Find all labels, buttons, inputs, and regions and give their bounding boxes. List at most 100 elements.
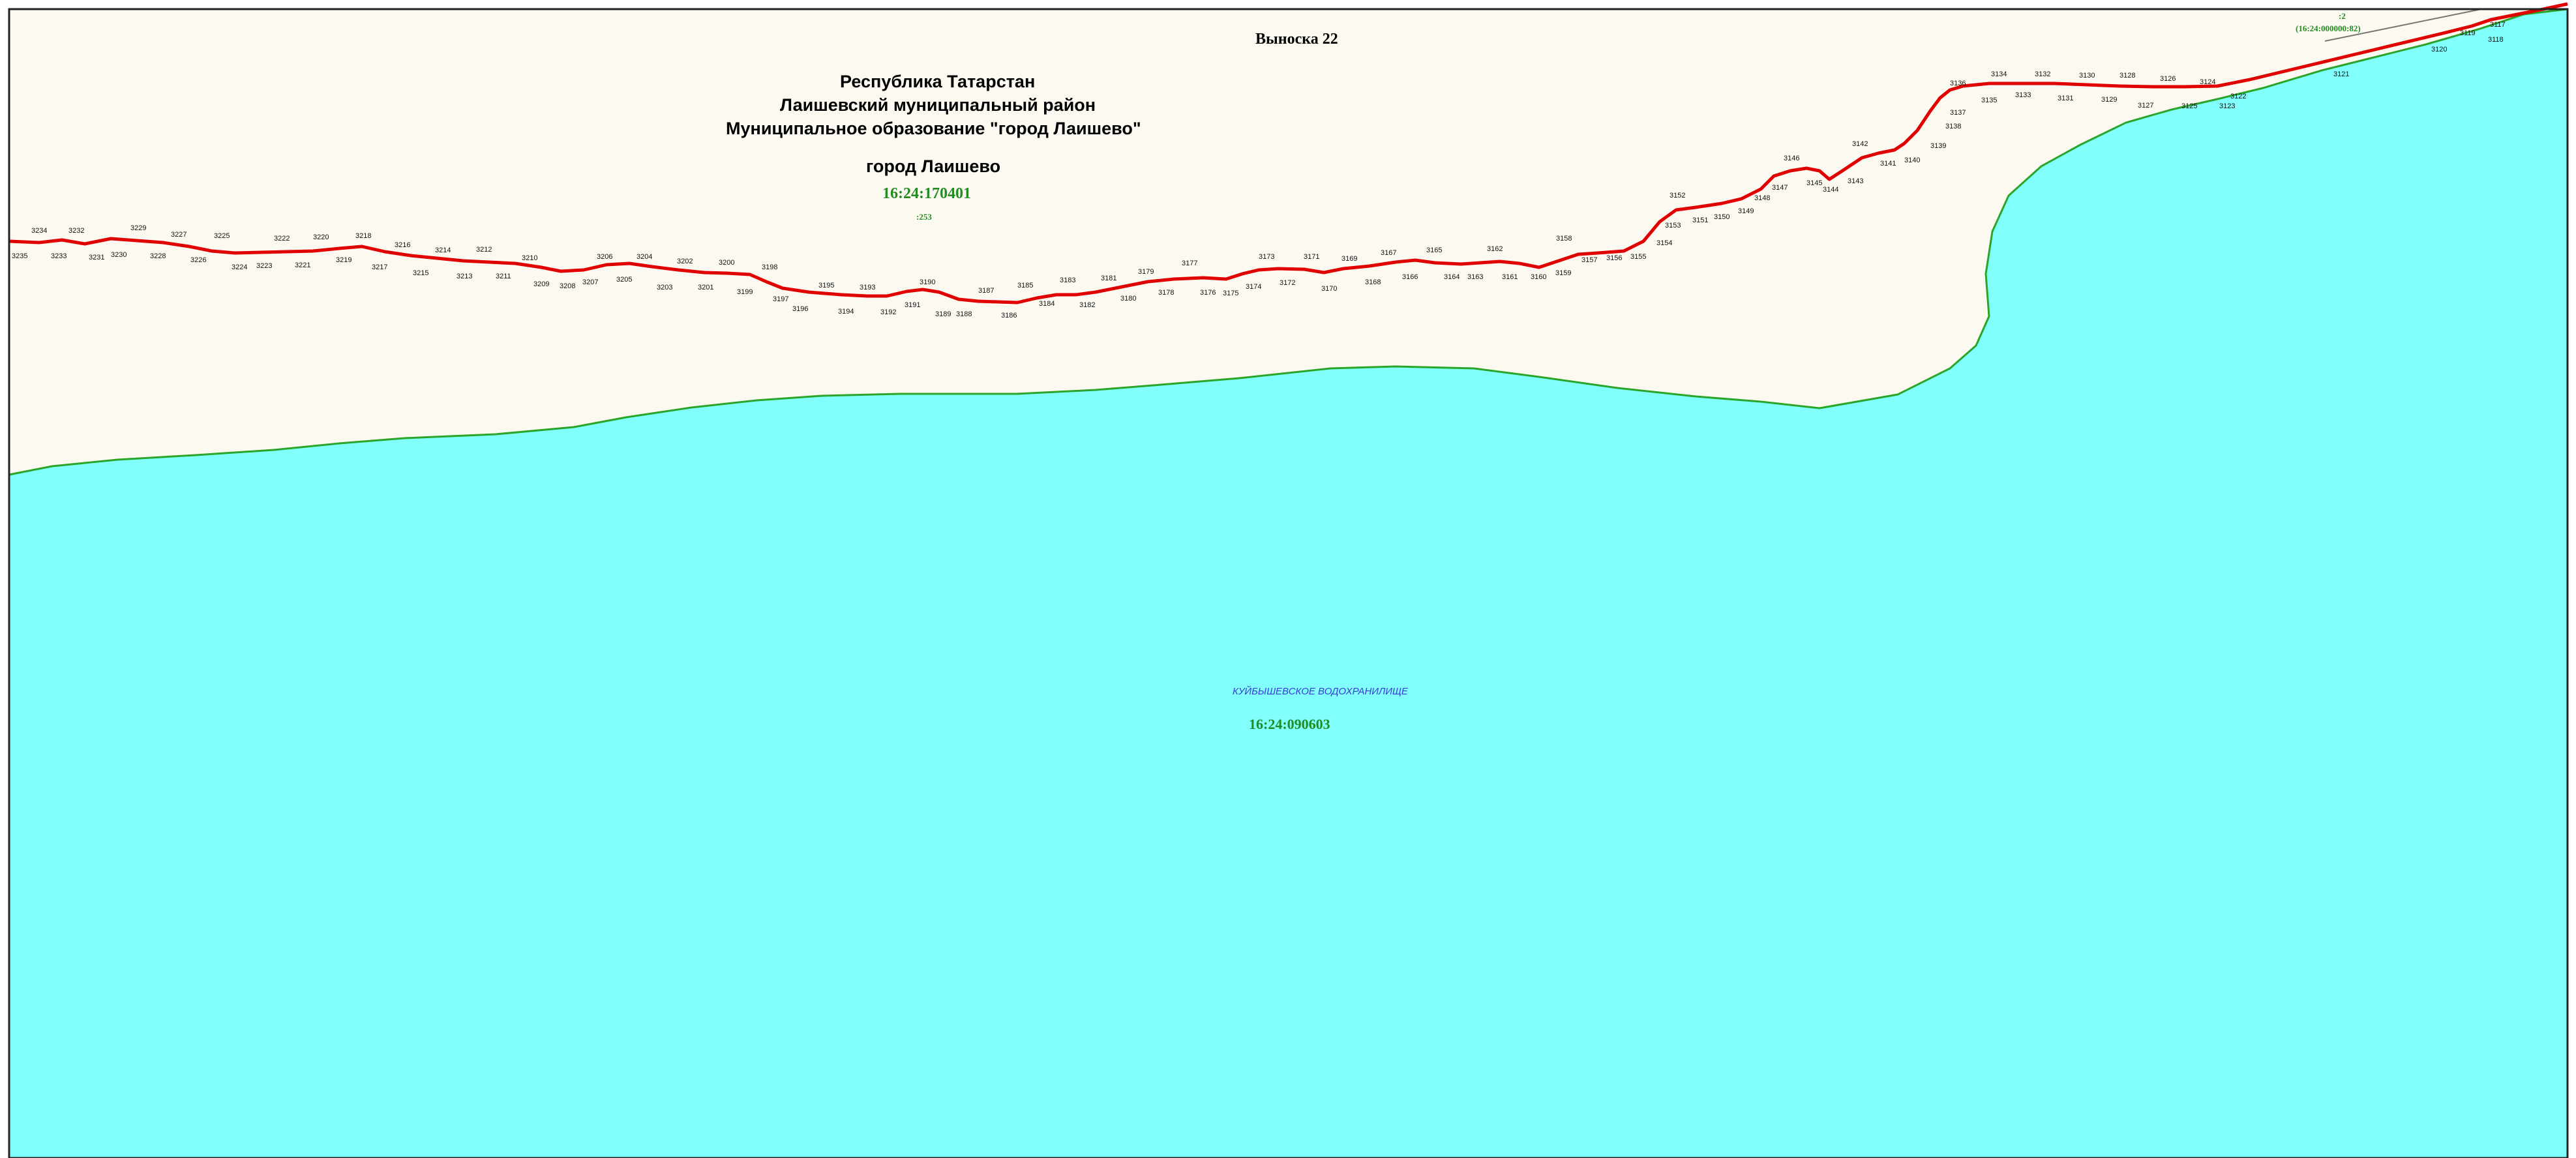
- boundary-point-3191: 3191: [905, 301, 921, 309]
- reservoir-water-area: [9, 9, 2568, 1158]
- boundary-point-3125: 3125: [2181, 102, 2198, 110]
- boundary-point-3224: 3224: [232, 263, 248, 271]
- reservoir-block-number: 16:24:090603: [1249, 716, 1330, 732]
- reservoir-name: КУЙБЫШЕВСКОЕ ВОДОХРАНИЛИЩЕ: [1233, 686, 1408, 697]
- boundary-point-3233: 3233: [51, 252, 67, 260]
- boundary-point-3120: 3120: [2431, 46, 2448, 53]
- boundary-point-3195: 3195: [818, 282, 835, 290]
- boundary-point-3133: 3133: [2015, 91, 2031, 99]
- boundary-point-3159: 3159: [1555, 269, 1572, 277]
- boundary-point-3168: 3168: [1365, 278, 1381, 286]
- boundary-point-3214: 3214: [435, 246, 451, 254]
- municipality-title: Муниципальное образование "город Лаишево…: [726, 119, 1141, 138]
- parcel-boundary-line: [8, 2, 2568, 304]
- boundary-point-3150: 3150: [1714, 213, 1730, 221]
- boundary-point-3128: 3128: [2119, 72, 2136, 80]
- boundary-point-3176: 3176: [1200, 289, 1216, 297]
- cadastral-block-number: 16:24:170401: [882, 185, 971, 202]
- boundary-point-3119: 3119: [2460, 29, 2476, 37]
- boundary-point-3216: 3216: [395, 241, 411, 249]
- boundary-point-3121: 3121: [2333, 70, 2350, 78]
- boundary-point-3170: 3170: [1321, 285, 1338, 293]
- boundary-point-3138: 3138: [1945, 123, 1962, 130]
- boundary-point-3134: 3134: [1991, 70, 2007, 78]
- boundary-point-3228: 3228: [150, 252, 166, 260]
- boundary-point-3164: 3164: [1444, 273, 1460, 281]
- boundary-point-3142: 3142: [1852, 140, 1868, 148]
- boundary-point-3200: 3200: [719, 259, 735, 267]
- boundary-point-3232: 3232: [68, 227, 85, 235]
- boundary-point-3167: 3167: [1381, 249, 1397, 257]
- boundary-point-3196: 3196: [792, 305, 809, 313]
- boundary-point-3161: 3161: [1502, 273, 1518, 281]
- boundary-point-3147: 3147: [1772, 184, 1788, 192]
- boundary-point-3207: 3207: [582, 278, 599, 286]
- boundary-point-3177: 3177: [1182, 260, 1198, 267]
- boundary-point-3131: 3131: [2058, 95, 2074, 102]
- district-title: Лаишевский муниципальный район: [780, 95, 1096, 115]
- boundary-point-3118: 3118: [2488, 36, 2504, 44]
- boundary-point-3202: 3202: [677, 258, 693, 265]
- boundary-point-3163: 3163: [1467, 273, 1484, 281]
- boundary-point-3188: 3188: [956, 310, 972, 318]
- boundary-point-3213: 3213: [457, 273, 473, 280]
- boundary-point-3178: 3178: [1158, 289, 1175, 297]
- boundary-point-3226: 3226: [190, 256, 207, 264]
- boundary-point-3180: 3180: [1120, 295, 1137, 303]
- boundary-point-3235: 3235: [12, 252, 28, 260]
- boundary-point-3205: 3205: [616, 276, 633, 284]
- callout-title: Выноска 22: [1255, 31, 1338, 48]
- boundary-point-3223: 3223: [256, 262, 273, 270]
- boundary-point-3160: 3160: [1531, 273, 1547, 281]
- boundary-point-3137: 3137: [1950, 109, 1966, 117]
- parcel-number: :253: [916, 212, 932, 222]
- boundary-point-3231: 3231: [89, 254, 105, 261]
- boundary-point-3145: 3145: [1806, 179, 1823, 187]
- boundary-point-3135: 3135: [1981, 96, 1998, 104]
- boundary-point-3169: 3169: [1341, 255, 1358, 263]
- boundary-point-3144: 3144: [1823, 186, 1839, 194]
- boundary-point-3190: 3190: [920, 278, 936, 286]
- boundary-point-3197: 3197: [773, 295, 789, 303]
- boundary-point-3204: 3204: [637, 253, 653, 261]
- boundary-point-3187: 3187: [978, 287, 995, 295]
- boundary-point-3127: 3127: [2138, 102, 2154, 110]
- corner-parcel-block: (16:24:000000:82): [2296, 23, 2361, 33]
- boundary-point-3130: 3130: [2079, 72, 2095, 80]
- boundary-point-3212: 3212: [476, 246, 492, 254]
- boundary-point-3151: 3151: [1692, 216, 1709, 224]
- boundary-point-3123: 3123: [2219, 102, 2236, 110]
- city-title: город Лаишево: [866, 156, 1001, 176]
- boundary-point-3117: 3117: [2490, 21, 2506, 29]
- boundary-point-3148: 3148: [1754, 194, 1771, 202]
- boundary-point-3124: 3124: [2200, 78, 2216, 86]
- boundary-point-3201: 3201: [698, 284, 714, 291]
- boundary-point-3209: 3209: [533, 280, 550, 288]
- boundary-point-3203: 3203: [657, 284, 673, 291]
- boundary-point-3234: 3234: [31, 227, 48, 235]
- boundary-point-3186: 3186: [1001, 312, 1017, 319]
- boundary-point-3220: 3220: [313, 233, 329, 241]
- boundary-point-3181: 3181: [1101, 275, 1117, 282]
- boundary-point-3166: 3166: [1402, 273, 1418, 281]
- boundary-point-3215: 3215: [413, 269, 429, 277]
- boundary-point-3193: 3193: [860, 284, 876, 291]
- boundary-point-3194: 3194: [838, 308, 854, 316]
- boundary-point-3189: 3189: [935, 310, 951, 318]
- boundary-point-3146: 3146: [1784, 155, 1800, 162]
- boundary-point-3217: 3217: [372, 263, 388, 271]
- boundary-point-3198: 3198: [762, 263, 778, 271]
- boundary-point-3136: 3136: [1950, 80, 1966, 87]
- boundary-point-3185: 3185: [1017, 282, 1034, 290]
- boundary-point-3126: 3126: [2160, 75, 2176, 83]
- boundary-point-3132: 3132: [2035, 70, 2051, 78]
- boundary-point-3229: 3229: [130, 224, 147, 232]
- boundary-point-3162: 3162: [1487, 245, 1503, 253]
- map-frame: [8, 8, 2569, 1158]
- corner-parcel-line: [2324, 8, 2482, 42]
- boundary-point-3182: 3182: [1079, 301, 1096, 309]
- boundary-point-3183: 3183: [1060, 276, 1076, 284]
- boundary-point-3221: 3221: [295, 261, 311, 269]
